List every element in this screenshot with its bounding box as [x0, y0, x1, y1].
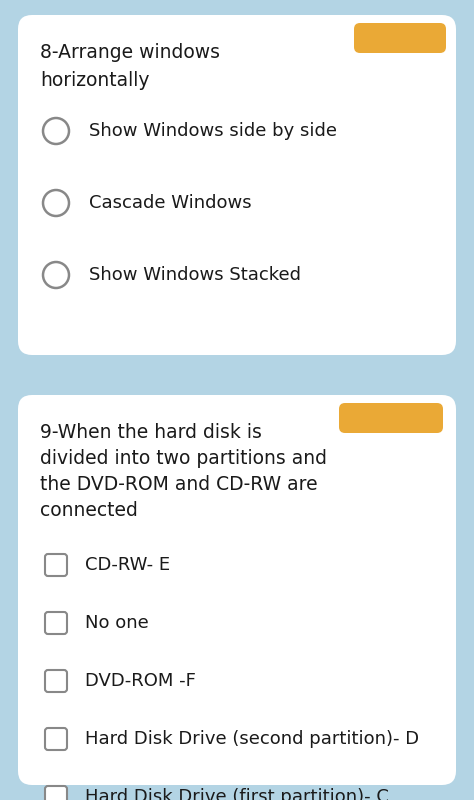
Text: Show Windows side by side: Show Windows side by side [89, 122, 337, 140]
FancyBboxPatch shape [45, 670, 67, 692]
Text: the DVD-ROM and CD-RW are: the DVD-ROM and CD-RW are [40, 475, 318, 494]
Circle shape [43, 118, 69, 144]
FancyBboxPatch shape [18, 395, 456, 785]
Text: Hard Disk Drive (first partition)- C: Hard Disk Drive (first partition)- C [85, 788, 389, 800]
Text: horizontally: horizontally [40, 71, 149, 90]
Text: divided into two partitions and: divided into two partitions and [40, 449, 327, 468]
Text: DVD-ROM -F: DVD-ROM -F [85, 672, 196, 690]
FancyBboxPatch shape [354, 23, 446, 53]
Text: Cascade Windows: Cascade Windows [89, 194, 252, 212]
FancyBboxPatch shape [45, 728, 67, 750]
Text: CD-RW- E: CD-RW- E [85, 556, 170, 574]
FancyBboxPatch shape [45, 612, 67, 634]
FancyBboxPatch shape [339, 403, 443, 433]
Text: Hard Disk Drive (second partition)- D: Hard Disk Drive (second partition)- D [85, 730, 419, 748]
Text: connected: connected [40, 501, 138, 520]
Circle shape [43, 262, 69, 288]
Text: Show Windows Stacked: Show Windows Stacked [89, 266, 301, 284]
FancyBboxPatch shape [45, 786, 67, 800]
FancyBboxPatch shape [18, 15, 456, 355]
Text: No one: No one [85, 614, 149, 632]
Circle shape [43, 190, 69, 216]
FancyBboxPatch shape [45, 554, 67, 576]
Text: 9-When the hard disk is: 9-When the hard disk is [40, 423, 262, 442]
Text: 8-Arrange windows: 8-Arrange windows [40, 43, 220, 62]
